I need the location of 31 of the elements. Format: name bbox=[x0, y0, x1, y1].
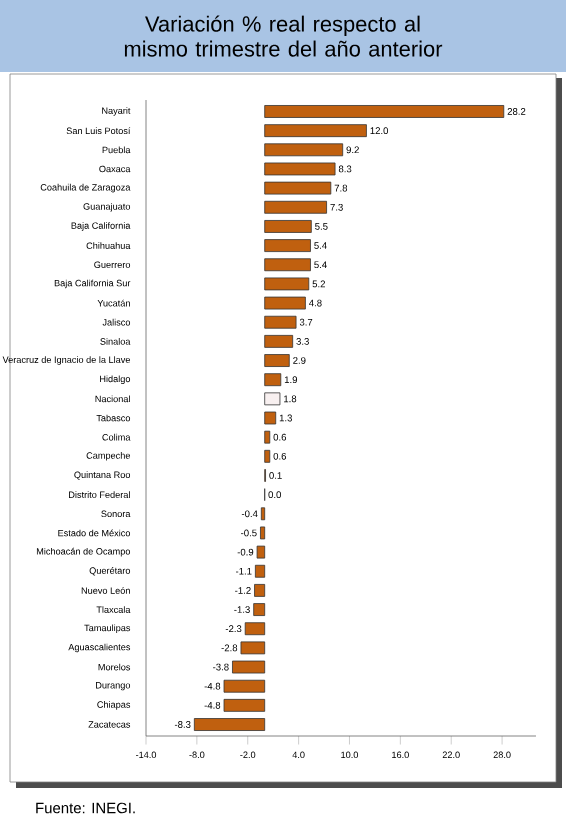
bar bbox=[264, 277, 310, 291]
bar bbox=[264, 124, 367, 138]
bar bbox=[264, 430, 271, 444]
bar bbox=[264, 143, 344, 157]
bar bbox=[264, 373, 282, 387]
bar bbox=[254, 584, 266, 597]
bar bbox=[264, 315, 297, 329]
bar bbox=[264, 200, 327, 214]
bar bbox=[232, 660, 266, 674]
bar bbox=[256, 545, 266, 559]
bar bbox=[223, 679, 266, 693]
bar bbox=[264, 392, 281, 406]
bar bbox=[193, 718, 266, 731]
bar bbox=[264, 220, 312, 233]
bar bbox=[264, 411, 277, 425]
bar bbox=[240, 641, 266, 655]
bar bbox=[264, 334, 294, 348]
bar bbox=[260, 526, 266, 540]
bar bbox=[254, 564, 266, 578]
bar bbox=[264, 162, 336, 176]
bar bbox=[264, 105, 505, 118]
bar bbox=[264, 239, 311, 252]
bar bbox=[264, 258, 311, 272]
bar bbox=[223, 698, 266, 712]
bar bbox=[264, 354, 290, 367]
bar bbox=[244, 622, 266, 636]
bar bbox=[264, 181, 332, 195]
bar bbox=[253, 603, 266, 616]
bar bbox=[264, 449, 271, 463]
bar bbox=[264, 296, 306, 310]
chart-title: Variación % real respecto al mismo trimestre del año anterior bbox=[124, 15, 443, 57]
